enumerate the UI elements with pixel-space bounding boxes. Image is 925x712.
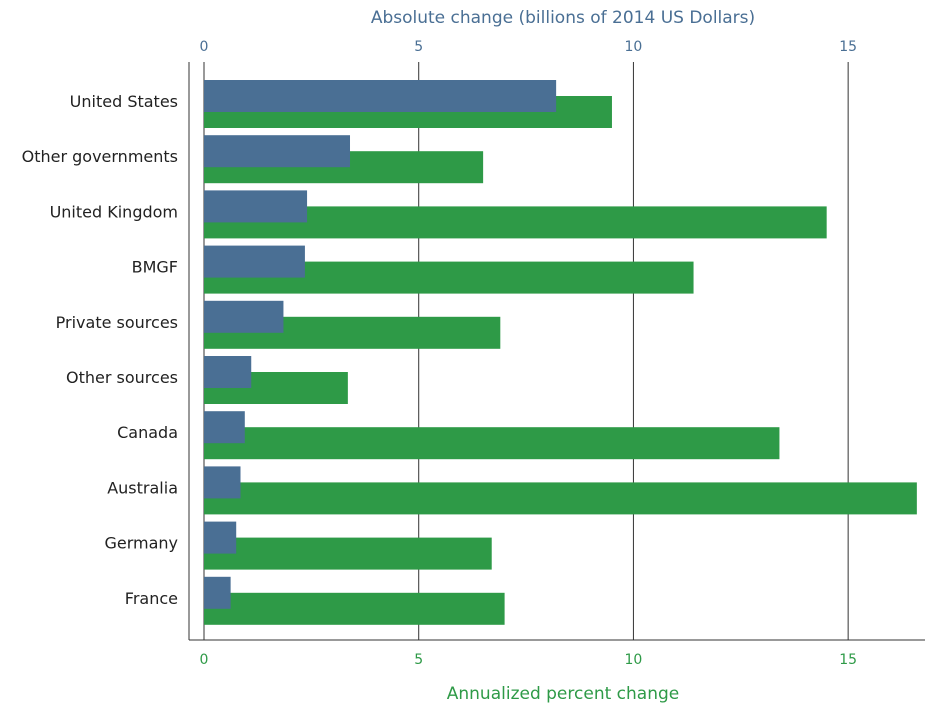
- category-label: Australia: [107, 478, 178, 497]
- category-label: United States: [70, 92, 178, 111]
- bottom-axis-tick-label: 10: [625, 652, 643, 668]
- bottom-axis-tick-label: 0: [200, 652, 209, 668]
- top-axis-tick-label: 10: [625, 39, 643, 55]
- category-label: Canada: [117, 423, 178, 442]
- bottom-axis-tick-label: 5: [414, 652, 423, 668]
- bar-absolute-change: [204, 245, 305, 278]
- category-label: Germany: [104, 534, 178, 553]
- top-axis-tick-label: 0: [200, 39, 209, 55]
- bar-absolute-change: [204, 411, 245, 444]
- category-label: Other sources: [66, 368, 178, 387]
- bar-absolute-change: [204, 466, 241, 499]
- bar-percent-change: [204, 206, 827, 239]
- category-label: Other governments: [22, 147, 178, 166]
- category-label: Private sources: [56, 313, 178, 332]
- bar-absolute-change: [204, 576, 231, 609]
- top-axis-tick-label: 15: [839, 39, 857, 55]
- bar-absolute-change: [204, 300, 284, 333]
- category-label: BMGF: [132, 258, 178, 277]
- top-axis-title: Absolute change (billions of 2014 US Dol…: [371, 8, 755, 28]
- bar-percent-change: [204, 427, 780, 460]
- category-label: United Kingdom: [50, 202, 178, 221]
- bar-absolute-change: [204, 521, 237, 554]
- plot-area: United States Other governments United Kin…: [22, 39, 925, 668]
- top-axis-tick-label: 5: [414, 39, 423, 55]
- bar-absolute-change: [204, 356, 252, 388]
- bottom-axis-title: Annualized percent change: [447, 684, 679, 704]
- bar-percent-change: [204, 592, 505, 625]
- bottom-axis-tick-label: 15: [839, 652, 857, 668]
- bar-percent-change: [204, 537, 492, 570]
- bar-absolute-change: [204, 190, 308, 223]
- bar-percent-change: [204, 482, 917, 515]
- bar-absolute-change: [204, 80, 557, 112]
- bar-absolute-change: [204, 135, 351, 168]
- category-label: France: [125, 589, 178, 608]
